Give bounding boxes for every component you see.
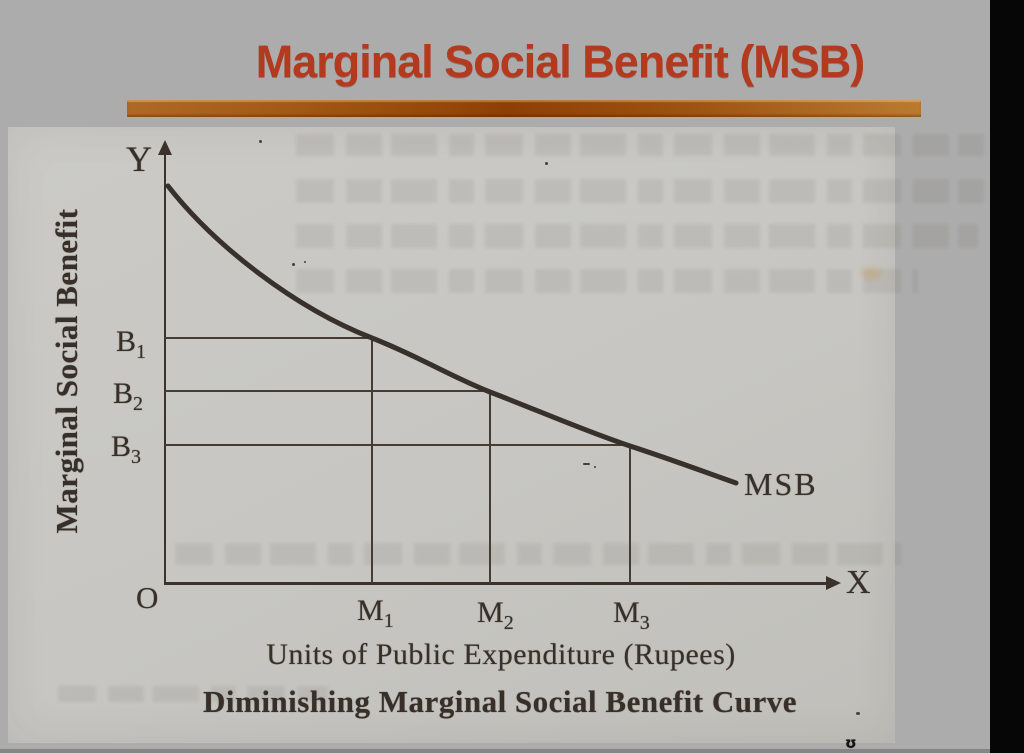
page-mark: ʊ: [845, 734, 857, 752]
ink-speck: [304, 261, 306, 263]
ink-speck: [292, 263, 295, 266]
ghost-text-row: [296, 224, 978, 248]
right-black-strip: [990, 0, 1024, 753]
ink-speck: [617, 695, 620, 698]
paper-stain: [856, 262, 886, 284]
x-tick-m3: M3: [613, 596, 650, 634]
y-tick-b2: B2: [113, 377, 144, 415]
m3-gridline: [629, 444, 631, 583]
ghost-text-row: [296, 134, 984, 156]
accent-bar: [127, 100, 921, 117]
ghost-text-row: [296, 269, 918, 293]
b2-gridline: [165, 390, 491, 392]
ghost-text-row: [58, 686, 328, 702]
scan-paper: [8, 127, 895, 743]
ghost-text-row: [175, 543, 901, 565]
bottom-edge-shadow: [0, 749, 1024, 753]
ink-speck: [856, 712, 860, 715]
y-axis-title: Marginal Social Benefit: [49, 208, 84, 534]
ink-speck: [259, 140, 262, 143]
b1-gridline: [165, 337, 373, 339]
m2-gridline: [489, 390, 491, 583]
b3-gridline: [165, 444, 631, 446]
x-axis-line: [164, 582, 830, 585]
m1-gridline: [371, 337, 373, 583]
y-end-label: Y: [126, 139, 152, 179]
slide-title: Marginal Social Benefit (MSB): [255, 36, 866, 87]
ink-speck: [594, 466, 596, 468]
x-tick-m1: M1: [357, 594, 394, 632]
ghost-text-row: [296, 179, 984, 203]
x-axis-arrow-icon: [826, 576, 841, 590]
x-end-label: X: [846, 564, 871, 601]
origin-label: O: [136, 580, 159, 615]
x-tick-m2: M2: [477, 596, 514, 634]
y-tick-b1: B1: [116, 325, 147, 363]
y-axis-line: [164, 150, 166, 584]
x-axis-title: Units of Public Expenditure (Rupees): [266, 638, 736, 671]
ink-speck: [545, 162, 548, 165]
curve-label: MSB: [744, 466, 818, 502]
y-axis-arrow-icon: [158, 140, 172, 155]
figure-caption: Diminishing Marginal Social Benefit Curv…: [203, 684, 797, 719]
ink-speck: [583, 463, 590, 465]
y-tick-b3: B3: [111, 430, 142, 468]
